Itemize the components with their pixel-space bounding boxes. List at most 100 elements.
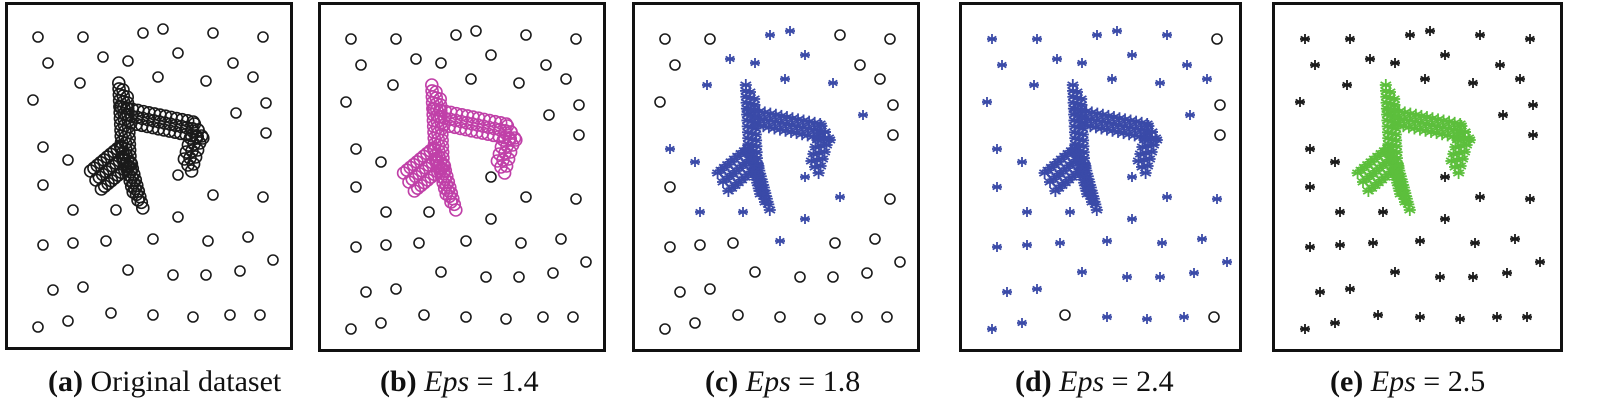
- circle-point: [874, 73, 886, 85]
- circle-point: [447, 197, 462, 212]
- asterisk-point: [725, 54, 735, 64]
- asterisk-point: [1090, 204, 1103, 216]
- asterisk-point: [835, 192, 845, 202]
- circle-point: [829, 237, 841, 249]
- circle-point: [200, 269, 212, 281]
- circle-point: [1214, 99, 1226, 111]
- asterisk-point: [711, 167, 724, 179]
- circle-point: [654, 96, 666, 108]
- circle-point: [147, 309, 159, 321]
- circle-point: [573, 129, 585, 141]
- circle-point: [122, 55, 134, 67]
- asterisk-point: [1029, 80, 1039, 90]
- asterisk-point: [1378, 207, 1388, 217]
- asterisk-point: [1055, 238, 1065, 248]
- circle-point: [732, 309, 744, 321]
- asterisk-point: [717, 176, 729, 188]
- asterisk-point: [987, 324, 997, 334]
- caption-tag: (e): [1330, 365, 1364, 398]
- circle-point: [749, 266, 761, 278]
- circle-point: [869, 233, 881, 245]
- asterisk-point: [775, 109, 788, 122]
- asterisk-point: [1122, 272, 1132, 282]
- asterisk-point: [1022, 240, 1032, 250]
- asterisk-point: [1390, 267, 1400, 277]
- circle-point: [350, 143, 362, 155]
- asterisk-point: [722, 185, 735, 197]
- circle-point: [124, 179, 139, 194]
- circle-point: [423, 206, 435, 218]
- circle-point: [854, 59, 866, 71]
- asterisk-point: [1305, 182, 1315, 192]
- asterisk-point: [828, 78, 838, 88]
- asterisk-point: [1032, 34, 1042, 44]
- caption-text: Original dataset: [82, 365, 282, 398]
- circle-point: [355, 59, 367, 71]
- circle-point: [704, 33, 716, 45]
- circle-point: [207, 189, 219, 201]
- circle-point: [669, 59, 681, 71]
- circle-point: [224, 309, 236, 321]
- circle-point: [547, 267, 559, 279]
- asterisk-point: [1390, 58, 1400, 68]
- circle-point: [375, 156, 387, 168]
- circle-point: [97, 51, 109, 63]
- scatter-a: [27, 23, 279, 333]
- circle-point: [861, 267, 873, 279]
- circle-point: [172, 211, 184, 223]
- circle-point: [345, 323, 357, 335]
- asterisk-point: [1525, 34, 1535, 44]
- circle-point: [42, 57, 54, 69]
- asterisk-point: [702, 80, 712, 90]
- circle-point: [254, 309, 266, 321]
- circle-point: [570, 193, 582, 205]
- asterisk-point: [1162, 192, 1172, 202]
- circle-point: [234, 265, 246, 277]
- asterisk-point: [1498, 110, 1508, 120]
- circle-point: [247, 71, 259, 83]
- asterisk-point: [1081, 188, 1094, 200]
- circle-point: [485, 213, 497, 225]
- asterisk-point: [1435, 272, 1445, 282]
- asterisk-point: [800, 50, 810, 60]
- circle-point: [449, 203, 463, 217]
- asterisk-point: [1399, 196, 1411, 208]
- asterisk-point: [1357, 176, 1369, 188]
- asterisk-point: [763, 114, 776, 127]
- circle-point: [570, 33, 582, 45]
- asterisk-point: [1440, 50, 1450, 60]
- circle-point: [260, 127, 272, 139]
- asterisk-point: [690, 157, 700, 167]
- asterisk-point: [1510, 234, 1520, 244]
- circle-point: [47, 284, 59, 296]
- asterisk-point: [1492, 312, 1502, 322]
- asterisk-point: [1452, 167, 1465, 179]
- asterisk-point: [1387, 104, 1400, 117]
- asterisk-point: [1127, 214, 1137, 224]
- asterisk-point: [992, 242, 1002, 252]
- circle-point: [887, 99, 899, 111]
- asterisk-point: [1092, 30, 1102, 40]
- asterisk-point: [665, 144, 675, 154]
- asterisk-point: [1017, 157, 1027, 167]
- circle-point: [1211, 33, 1223, 45]
- circle-point: [485, 49, 497, 61]
- circle-point: [444, 195, 458, 209]
- asterisk-point: [1197, 234, 1207, 244]
- circle-point: [694, 239, 706, 251]
- circle-point: [340, 96, 352, 108]
- caption-e: (e) Eps = 2.5: [1330, 362, 1485, 402]
- asterisk-point: [1189, 268, 1199, 278]
- circle-point: [129, 187, 144, 202]
- asterisk-point: [1522, 312, 1532, 322]
- asterisk-point: [1305, 144, 1315, 154]
- asterisk-point: [1086, 196, 1098, 208]
- asterisk-point: [1455, 314, 1465, 324]
- caption-eps-value: = 1.4: [469, 365, 539, 398]
- asterisk-point: [992, 144, 1002, 154]
- circle-point: [410, 53, 422, 65]
- circle-point: [184, 164, 199, 178]
- asterisk-point: [1515, 74, 1525, 84]
- scatter-d: [982, 26, 1232, 334]
- circle-point: [257, 31, 269, 43]
